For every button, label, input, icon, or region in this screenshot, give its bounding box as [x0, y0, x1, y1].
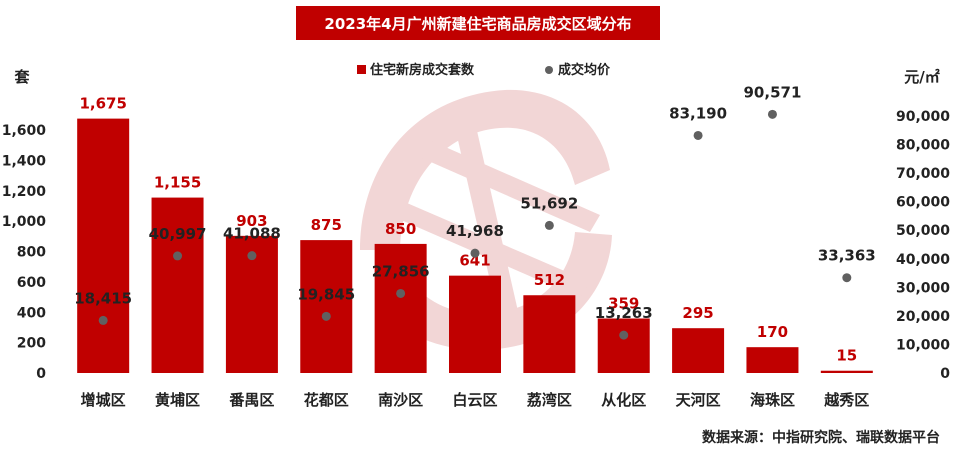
- legend-swatch-point: [545, 66, 553, 74]
- bar-series: 1,675 1,155 903 875 850 641 512 359 295 170 15: [77, 95, 873, 373]
- y-axis-right-tick: 0: [940, 366, 950, 382]
- scatter-value-label: 18,415: [74, 289, 132, 307]
- y-axis-left-tick: 1,000: [2, 214, 47, 230]
- scatter-point: [98, 315, 108, 325]
- scatter-value-label: 33,363: [818, 247, 876, 265]
- bar-value-label: 1,155: [154, 174, 201, 192]
- bar-value-label: 850: [385, 220, 416, 238]
- bar: [523, 295, 576, 373]
- y-axis-left-tick: 1,400: [2, 153, 47, 169]
- x-axis-tick: 越秀区: [823, 391, 869, 409]
- scatter-series: 18,415 40,997 41,088 19,845 27,856 41,968 51,6…: [74, 83, 876, 340]
- legend-swatch-bar: [357, 65, 366, 74]
- y-axis-left-tick: 600: [17, 275, 46, 291]
- bar-value-label: 1,675: [79, 95, 126, 113]
- y-axis-left-tick: 1,600: [2, 123, 47, 139]
- scatter-value-label: 51,692: [520, 194, 578, 212]
- legend: 住宅新房成交套数 成交均价: [357, 62, 611, 78]
- legend-label-point: 成交均价: [558, 62, 611, 78]
- y-axis-right-tick: 30,000: [896, 280, 950, 296]
- y-axis-left-tick: 1,200: [2, 184, 47, 200]
- x-axis-tick: 海珠区: [750, 391, 795, 409]
- bar-value-label: 512: [534, 271, 565, 289]
- y-axis-right-tick: 60,000: [896, 195, 950, 211]
- scatter-point: [173, 251, 183, 261]
- scatter-value-label: 19,845: [297, 285, 355, 303]
- bar-value-label: 15: [836, 347, 857, 365]
- x-axis-tick: 增城区: [81, 391, 126, 409]
- bar: [820, 370, 873, 373]
- bar-value-label: 359: [608, 294, 639, 312]
- scatter-point: [470, 248, 480, 258]
- scatter-point: [767, 109, 777, 119]
- y-axis-left-title: 套: [13, 68, 30, 86]
- bar-value-label: 903: [236, 212, 267, 230]
- y-axis-right-tick: 20,000: [896, 309, 950, 325]
- x-axis-tick: 白云区: [452, 391, 497, 409]
- scatter-value-label: 40,997: [149, 225, 207, 243]
- scatter-value-label: 41,968: [446, 222, 504, 240]
- scatter-point: [321, 311, 331, 321]
- scatter-point: [396, 288, 406, 298]
- x-axis-tick: 从化区: [601, 391, 646, 409]
- scatter-point: [247, 251, 257, 261]
- x-axis-tick: 花都区: [304, 391, 349, 409]
- scatter-point: [544, 220, 554, 230]
- bar: [77, 118, 130, 373]
- x-axis-tick: 荔湾区: [527, 391, 572, 409]
- x-axis: 增城区 黄埔区 番禺区 花都区 南沙区 白云区 荔湾区 从化区 天河区 海珠区 越秀区: [81, 391, 870, 409]
- x-axis-tick: 番禺区: [228, 391, 274, 409]
- bar: [597, 318, 650, 373]
- bar: [300, 240, 353, 373]
- bar: [151, 197, 204, 373]
- legend-label-bar: 住宅新房成交套数: [370, 62, 475, 78]
- y-axis-right-tick: 10,000: [896, 337, 950, 353]
- bar-value-label: 641: [459, 252, 490, 270]
- source-note: 数据来源：中指研究院、瑞联数据平台: [702, 430, 940, 446]
- legend-item-point: 成交均价: [545, 62, 611, 78]
- scatter-value-label: 27,856: [372, 262, 430, 280]
- y-axis-right-tick: 40,000: [896, 252, 950, 268]
- bar: [746, 347, 799, 373]
- scatter-point: [842, 273, 852, 283]
- y-axis-right-tick: 50,000: [896, 223, 950, 239]
- x-axis-tick: 黄埔区: [155, 391, 200, 409]
- y-axis-right-tick: 90,000: [896, 109, 950, 125]
- y-axis-left-tick: 800: [17, 245, 46, 261]
- y-axis-right-tick: 70,000: [896, 166, 950, 182]
- bar-value-label: 875: [311, 216, 342, 234]
- x-axis-tick: 天河区: [676, 391, 721, 409]
- y-axis-right-tick: 80,000: [896, 138, 950, 154]
- legend-item-bar: 住宅新房成交套数: [357, 62, 475, 78]
- x-axis-tick: 南沙区: [378, 391, 423, 409]
- y-axis-left-tick: 200: [17, 336, 46, 352]
- bar-value-label: 295: [682, 304, 713, 322]
- y-axis-right: 元/㎡ 0 10,000 20,000 30,000 40,000 50,000 60,000…: [896, 68, 950, 382]
- scatter-value-label: 90,571: [744, 83, 802, 101]
- y-axis-right-title: 元/㎡: [904, 68, 939, 86]
- chart-title: 2023年4月广州新建住宅商品房成交区域分布: [296, 6, 660, 40]
- scatter-value-label: 13,263: [595, 304, 653, 322]
- scatter-point: [693, 130, 703, 140]
- y-axis-left-tick: 400: [17, 305, 46, 321]
- y-axis-left-tick: 0: [36, 366, 46, 382]
- bar: [449, 275, 501, 373]
- y-axis-left: 套 0 200 400 600 800 1,000 1,200 1,400 1,600: [2, 68, 47, 382]
- bar-value-label: 170: [757, 323, 788, 341]
- scatter-value-label: 41,088: [223, 225, 281, 243]
- scatter-value-label: 83,190: [669, 104, 727, 122]
- scatter-point: [619, 330, 629, 340]
- bar: [672, 328, 725, 373]
- bar: [374, 243, 427, 373]
